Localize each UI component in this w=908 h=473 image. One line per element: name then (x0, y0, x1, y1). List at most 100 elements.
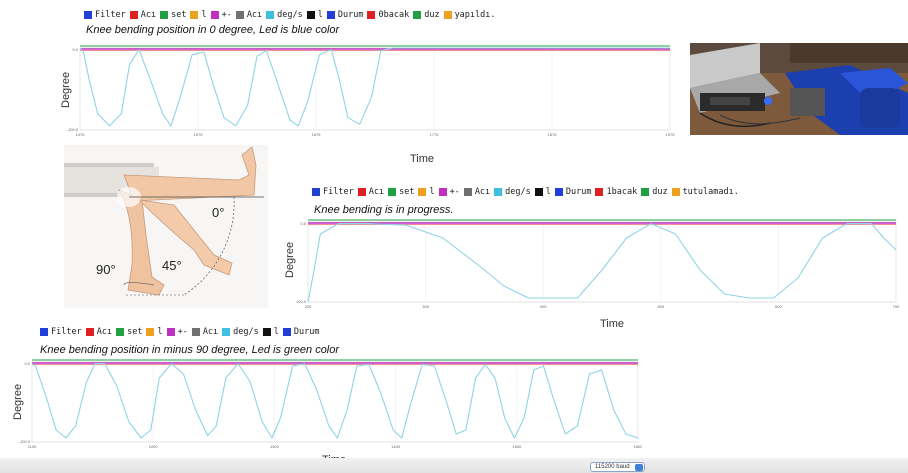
legend-swatch (418, 188, 427, 196)
signal-series-line (31, 363, 639, 439)
legend-label: deg/s (233, 327, 259, 337)
legend-item: Durum (282, 327, 320, 337)
plot-area (31, 361, 639, 443)
legend-item: Acı (129, 10, 156, 20)
x-axis-title-middle: Time (600, 318, 625, 330)
legend-label: Filter (323, 187, 354, 197)
legend-swatch (190, 11, 199, 19)
legend-swatch (443, 11, 452, 19)
legend-label: Durum (337, 10, 364, 20)
legend-item: duz (413, 10, 440, 20)
legend-swatch (191, 328, 200, 336)
legend-item: l (306, 10, 323, 20)
x-tick-label: 700 (893, 304, 900, 309)
legend-swatch (160, 11, 169, 19)
legend-swatch (357, 188, 366, 196)
legend-item: deg/s (222, 327, 259, 337)
x-tick-label: 1400 (391, 444, 401, 449)
legend-item: l (262, 327, 279, 337)
legend-label: 0bacak (378, 10, 410, 20)
signal-series-line (307, 223, 897, 303)
legend-swatch (166, 328, 175, 336)
legend-swatch (235, 11, 244, 19)
legend-item: deg/s (266, 10, 303, 20)
x-tick-label: 300 (422, 304, 429, 309)
x-axis-title-top: Time (410, 153, 435, 165)
legend-item: Acı (463, 187, 491, 197)
legend-item: Acı (357, 187, 384, 197)
x-tick-label: 1975 (666, 132, 676, 137)
x-tick-label: 1775 (430, 132, 440, 137)
plot-area (307, 221, 897, 303)
legend-label: duz (424, 10, 440, 20)
x-tick-label: 1875 (548, 132, 558, 137)
legend-item: Acı (191, 327, 219, 337)
legend-label: Acı (474, 187, 491, 197)
legend-item: Filter (84, 10, 126, 20)
legend-item: Filter (312, 187, 354, 197)
chart-top: 1475 1575 1675 1775 1875 1975 0.0 -100.0 (67, 45, 676, 137)
baud-rate-value: 115200 baud (595, 464, 630, 470)
legend-label: l (157, 327, 163, 337)
signal-series-line (79, 47, 670, 127)
y-tick-label: 0.0 (24, 361, 30, 366)
legend-item: set (388, 187, 414, 197)
y-tick-label: -100.0 (19, 439, 31, 444)
x-tick-label: 600 (775, 304, 782, 309)
legend-swatch (262, 328, 271, 336)
legend-item: 1bacak (595, 187, 637, 197)
chart-middle: 220 300 400 500 600 700 0.0 -100.0 (296, 219, 900, 309)
legend-label: Filter (95, 10, 126, 20)
legend-label: set (171, 10, 187, 20)
legend-swatch (40, 328, 48, 336)
legend-bottom: Filter Acı set l +- Acı deg/s l Durum (40, 327, 323, 337)
legend-swatch (282, 328, 291, 336)
legend-swatch (494, 188, 503, 196)
x-tick-label: 1500 (512, 444, 522, 449)
legend-label: deg/s (277, 10, 303, 20)
x-tick-label: 1675 (312, 132, 322, 137)
legend-swatch (367, 11, 376, 19)
legend-swatch (129, 11, 138, 19)
x-tick-label: 1300 (270, 444, 280, 449)
legend-label: Durum (293, 327, 320, 337)
legend-label: +- (177, 327, 188, 337)
legend-item: Durum (326, 10, 364, 20)
knee-illustration (64, 145, 268, 308)
legend-label: set (127, 327, 143, 337)
legend-swatch (146, 328, 155, 336)
y-axis-title-bottom: Degree (12, 383, 24, 420)
y-axis-title-middle: Degree (284, 241, 296, 278)
legend-item: +- (166, 327, 188, 337)
legend-label: l (545, 187, 551, 197)
legend-label: +- (221, 10, 232, 20)
legend-swatch (595, 188, 604, 196)
legend-label: Acı (202, 327, 219, 337)
legend-swatch (312, 188, 320, 196)
legend-label: tutulamadı. (682, 187, 739, 197)
caption-middle: Knee bending is in progress. (314, 204, 454, 216)
x-tick-label: 1575 (194, 132, 204, 137)
legend-item: Filter (40, 327, 82, 337)
legend-label: Acı (96, 327, 113, 337)
legend-label: +- (449, 187, 460, 197)
legend-label: duz (652, 187, 668, 197)
legend-swatch (116, 328, 125, 336)
x-tick-label: 500 (657, 304, 664, 309)
legend-item: tutulamadı. (671, 187, 739, 197)
legend-swatch (671, 188, 680, 196)
chevron-down-icon (634, 464, 643, 471)
legend-swatch (266, 11, 275, 19)
legend-item: duz (641, 187, 668, 197)
legend-swatch (84, 11, 92, 19)
legend-item: Durum (554, 187, 591, 197)
baud-rate-select[interactable]: 115200 baud (590, 462, 645, 472)
legend-swatch (413, 11, 422, 19)
legend-label: set (399, 187, 415, 197)
y-tick-label: 0.0 (72, 47, 78, 52)
legend-item: l (534, 187, 551, 197)
caption-bottom: Knee bending position in minus 90 degree… (40, 344, 340, 356)
angle-label-0: 0° (212, 205, 225, 220)
knee-angle-diagram: 0° 45° 90° (64, 145, 268, 308)
legend-item: l (146, 327, 163, 337)
